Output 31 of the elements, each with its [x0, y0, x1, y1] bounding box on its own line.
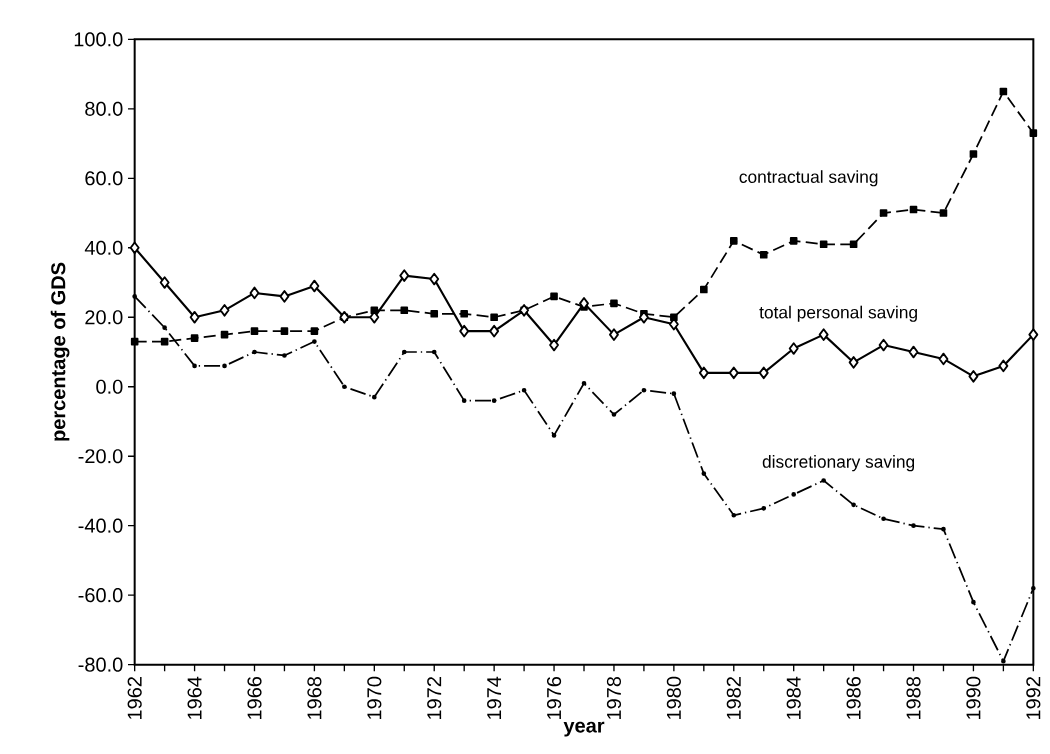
x-tick-label: 1978: [606, 676, 622, 720]
y-tick-label: 60.0: [85, 171, 123, 186]
y-tick-label: -60.0: [78, 588, 123, 603]
x-tick-label: 1976: [546, 676, 562, 720]
x-tick-label: 1984: [786, 676, 801, 720]
x-tick-label: 1968: [307, 676, 322, 720]
x-tick-label: 1982: [726, 677, 741, 720]
x-tick-label: 1986: [846, 676, 861, 720]
x-tick-label: 1980: [666, 676, 681, 720]
y-tick-label: 0.0: [96, 379, 123, 394]
x-tick-label: 1992: [1026, 677, 1041, 720]
x-tick-label: 1974: [487, 676, 502, 720]
x-tick-label: 1990: [966, 676, 981, 720]
x-tick-label: 1988: [906, 676, 921, 720]
x-axis-title: year: [563, 721, 605, 737]
x-tick-label: 1962: [127, 677, 142, 720]
y-axis-title: percentage of GDS: [50, 262, 70, 441]
y-tick-label: -80.0: [78, 657, 123, 672]
series-label: total personal saving: [759, 305, 917, 322]
series-label: discretionary saving: [762, 455, 915, 472]
y-tick-label: -40.0: [78, 518, 123, 533]
y-tick-label: 20.0: [85, 310, 123, 325]
x-tick-label: 1964: [187, 676, 202, 720]
y-tick-label: 40.0: [84, 240, 123, 255]
x-tick-label: 1972: [427, 677, 442, 720]
y-tick-label: -20.0: [78, 449, 123, 464]
y-tick-label: 80.0: [85, 101, 123, 116]
series-label: contractual saving: [739, 170, 878, 187]
y-tick-label: 100.0: [74, 32, 123, 47]
x-tick-label: 1970: [367, 676, 382, 720]
x-tick-label: 1966: [247, 676, 262, 720]
